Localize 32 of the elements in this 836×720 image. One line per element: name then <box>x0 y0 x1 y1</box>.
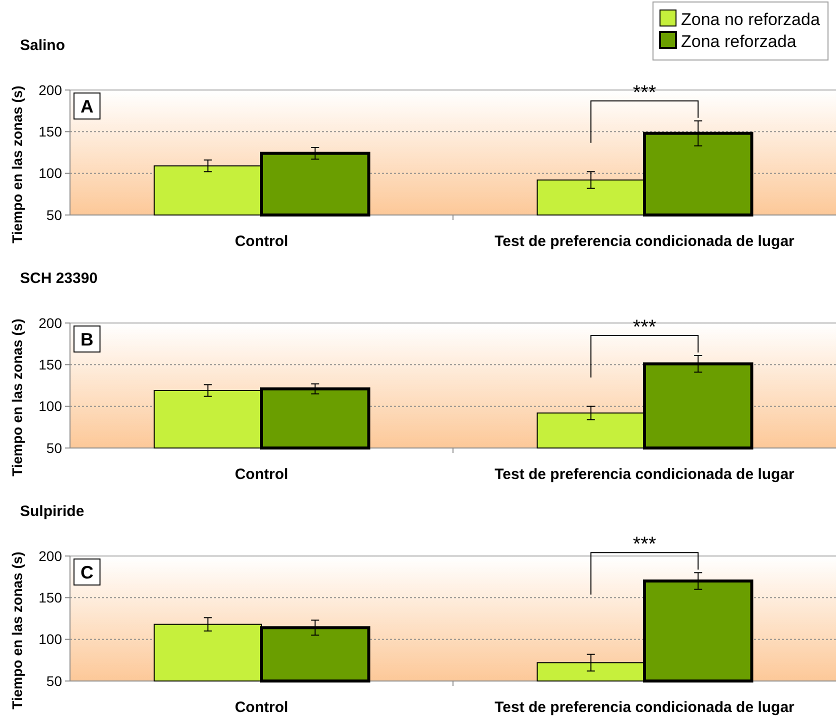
chart-title: Sulpiride <box>20 503 84 520</box>
x-tick-label: Test de preferencia condicionada de lugar <box>494 466 795 483</box>
x-tick-label: Control <box>234 466 288 483</box>
y-tick-label: 50 <box>46 440 62 456</box>
y-tick-label: 200 <box>38 548 62 564</box>
x-tick-label: Test de preferencia condicionada de lugar <box>494 233 795 250</box>
legend-label: Zona no reforzada <box>681 10 820 30</box>
annotation: B <box>80 329 94 350</box>
legend-label: Zona reforzada <box>681 32 797 52</box>
x-tick-label: Control <box>234 233 288 250</box>
annotation: *** <box>632 316 656 338</box>
y-tick-label: 150 <box>38 124 62 140</box>
y-axis-title: Tiempo en las zonas (s) <box>9 552 25 710</box>
y-tick-label: 200 <box>38 314 62 331</box>
annotation: A <box>80 96 94 116</box>
chart-title: SCH 23390 <box>20 270 98 287</box>
annotation: *** <box>632 82 656 104</box>
y-tick-label: 100 <box>38 398 62 414</box>
y-tick-label: 50 <box>46 206 62 223</box>
y-tick-label: 100 <box>38 165 62 182</box>
y-axis-title: Tiempo en las zonas (s) <box>9 318 25 476</box>
y-tick-label: 50 <box>46 672 62 689</box>
chart-title: Salino <box>20 37 66 54</box>
x-tick-label: Test de preferencia condicionada de lugar <box>494 699 795 716</box>
y-tick-label: 150 <box>38 356 62 373</box>
y-tick-label: 200 <box>38 82 62 98</box>
y-axis-title: Tiempo en las zonas (s) <box>9 86 25 244</box>
x-tick-label: Control <box>234 699 288 716</box>
y-tick-label: 100 <box>38 631 62 648</box>
text: *** <box>632 534 656 556</box>
annotation: C <box>80 562 94 582</box>
y-tick-label: 150 <box>38 590 62 606</box>
